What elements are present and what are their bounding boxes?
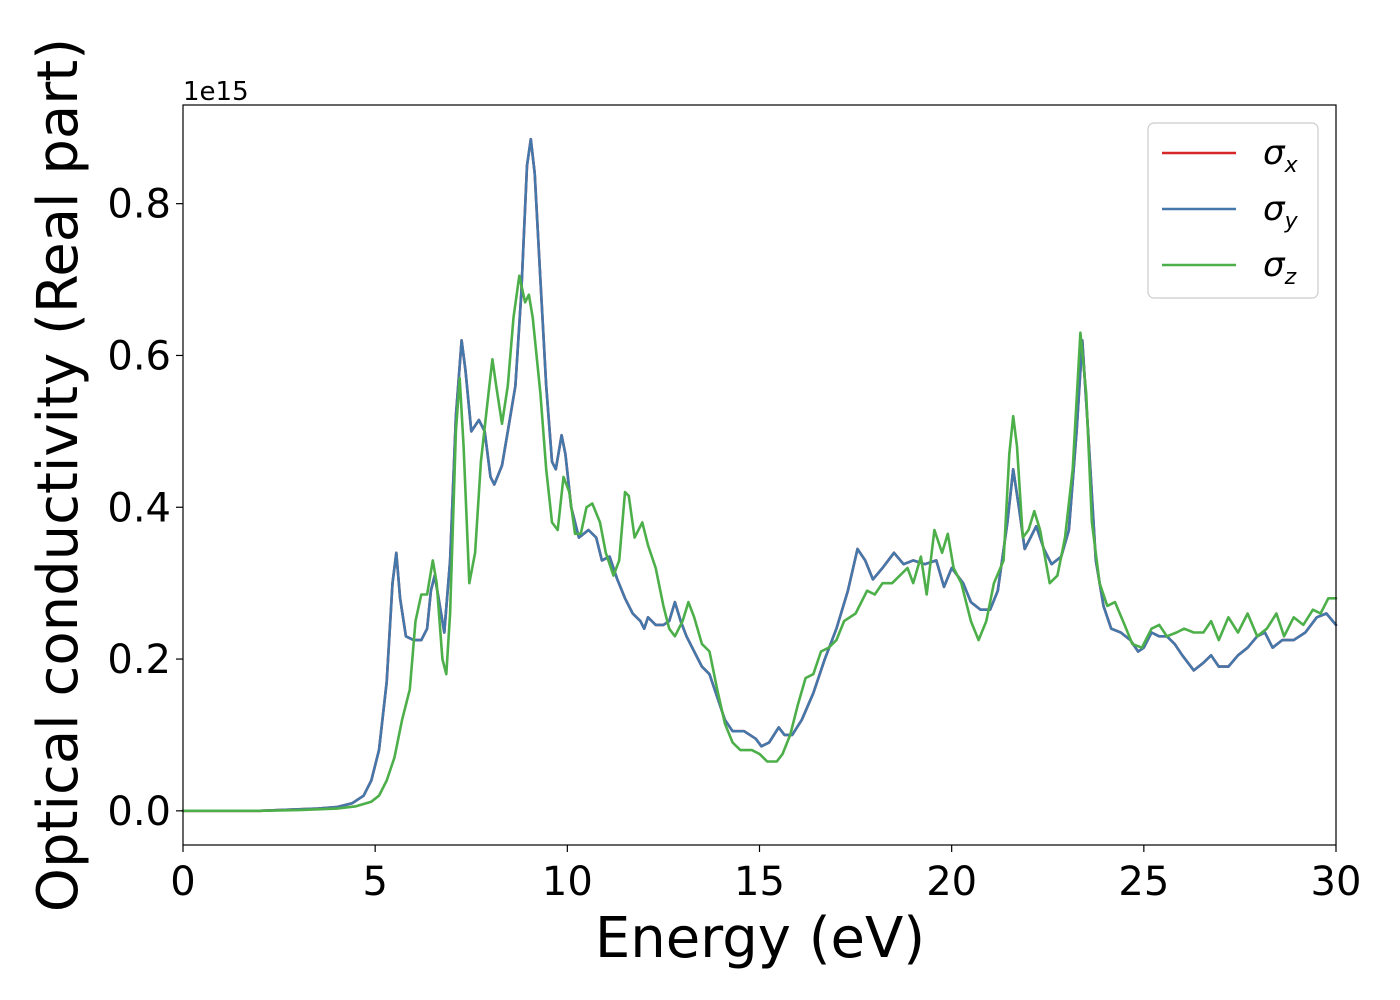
legend: σx σy σz	[1147, 122, 1319, 299]
y-axis-title: Optical conductivity (Real part)	[26, 38, 91, 912]
legend-label: σy	[1263, 189, 1299, 234]
y-tick-label: 0.8	[107, 182, 171, 228]
x-tick-label: 10	[542, 859, 593, 905]
x-axis-ticks: 0 5 10 15 20 25 30	[170, 845, 1361, 905]
legend-label: σz	[1263, 245, 1297, 290]
y-offset-text: 1e15	[183, 77, 249, 107]
x-axis-title: Energy (eV)	[595, 906, 925, 971]
x-tick-label: 25	[1118, 859, 1169, 905]
y-tick-label: 0.4	[107, 485, 171, 531]
x-tick-label: 5	[362, 859, 387, 905]
y-tick-label: 0.2	[107, 637, 171, 683]
y-tick-label: 0.6	[107, 333, 171, 379]
x-tick-label: 30	[1311, 859, 1362, 905]
x-tick-label: 0	[170, 859, 195, 905]
y-tick-label: 0.0	[107, 789, 171, 835]
x-tick-label: 20	[926, 859, 977, 905]
series-line-3	[181, 274, 1338, 813]
series-layer	[181, 137, 1338, 813]
legend-box	[1147, 122, 1319, 299]
legend-label: σx	[1263, 133, 1299, 178]
x-tick-label: 15	[734, 859, 785, 905]
y-axis-ticks: 0.0 0.2 0.4 0.6 0.8	[107, 182, 183, 835]
